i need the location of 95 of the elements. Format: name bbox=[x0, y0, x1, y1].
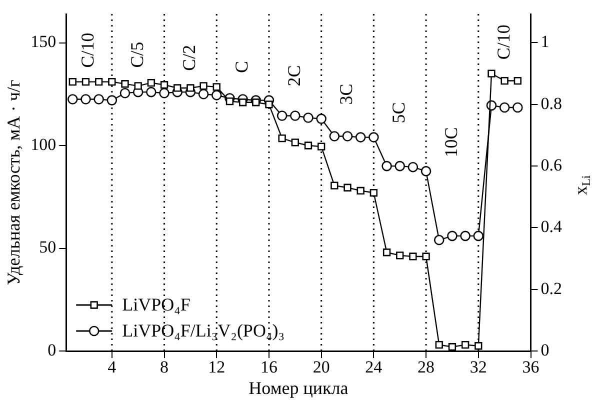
y-tick-label: 0 bbox=[48, 340, 56, 360]
point bbox=[344, 184, 352, 192]
x-tick-label: 36 bbox=[522, 358, 540, 377]
point bbox=[435, 341, 443, 349]
point bbox=[500, 76, 508, 85]
point bbox=[329, 131, 340, 142]
y-axis-title: Удельная емкость, мА · ч/г bbox=[4, 80, 24, 286]
annotation: C bbox=[232, 60, 252, 73]
point bbox=[356, 186, 364, 195]
annotation: 2C bbox=[284, 65, 304, 86]
point bbox=[304, 142, 312, 150]
point bbox=[80, 94, 91, 104]
x-tick-label: 12 bbox=[208, 358, 226, 377]
point bbox=[408, 162, 418, 172]
point bbox=[120, 88, 130, 98]
point bbox=[318, 142, 326, 150]
point bbox=[447, 230, 458, 242]
point bbox=[342, 131, 353, 142]
point bbox=[211, 90, 222, 100]
point bbox=[198, 88, 209, 100]
point bbox=[382, 160, 392, 172]
point bbox=[303, 112, 314, 123]
point bbox=[212, 83, 220, 91]
point bbox=[134, 82, 142, 90]
point bbox=[355, 132, 366, 142]
point bbox=[422, 252, 430, 260]
point bbox=[291, 138, 299, 146]
point bbox=[460, 230, 470, 242]
point bbox=[499, 102, 510, 113]
legend-label: LiVPO₄F bbox=[122, 294, 190, 315]
point bbox=[94, 94, 104, 104]
point bbox=[106, 95, 118, 106]
point bbox=[146, 86, 156, 98]
point bbox=[94, 78, 103, 86]
point bbox=[252, 98, 260, 106]
point bbox=[434, 234, 444, 246]
point bbox=[290, 110, 300, 121]
y2-axis-title: xLi bbox=[570, 174, 594, 195]
y-tick-label: 100 bbox=[30, 134, 56, 154]
point bbox=[368, 132, 379, 142]
point bbox=[316, 114, 326, 124]
x-tick-label: 16 bbox=[260, 358, 278, 377]
point bbox=[68, 78, 76, 86]
annotation: 5C bbox=[388, 102, 409, 124]
annotation: C/2 bbox=[179, 44, 200, 71]
point bbox=[121, 80, 129, 88]
x-tick-label: 28 bbox=[418, 358, 435, 377]
point bbox=[474, 342, 482, 350]
annotation: C/10 bbox=[493, 24, 514, 60]
point bbox=[67, 94, 78, 104]
x-axis-title: Номер цикла bbox=[248, 378, 348, 398]
y2-tick-label: 0.4 bbox=[540, 217, 562, 236]
point bbox=[200, 82, 208, 90]
point bbox=[82, 78, 90, 86]
point bbox=[394, 160, 406, 172]
annotation: C/10 bbox=[78, 32, 98, 68]
annotation: 10C bbox=[440, 127, 461, 158]
y2-tick-label: 0.6 bbox=[540, 155, 562, 174]
point bbox=[488, 70, 496, 78]
point bbox=[409, 252, 417, 260]
point bbox=[396, 252, 404, 260]
y-tick-label: 150 bbox=[30, 32, 56, 52]
x-tick-label: 20 bbox=[312, 358, 330, 377]
annotation: 3C bbox=[336, 84, 356, 105]
x-tick-label: 4 bbox=[108, 358, 117, 377]
point bbox=[108, 78, 116, 86]
x-tick-label: 8 bbox=[160, 358, 169, 377]
y-tick-label: 50 bbox=[39, 238, 56, 257]
point bbox=[186, 84, 194, 92]
point bbox=[512, 102, 523, 113]
point bbox=[473, 230, 484, 242]
legend-label: LiVPO₄F/Li₃V₂(PO₄)₃ bbox=[122, 320, 284, 341]
point bbox=[276, 110, 288, 121]
y2-tick-label: 0.2 bbox=[540, 278, 562, 298]
point bbox=[159, 88, 170, 98]
x-tick-label: 24 bbox=[365, 358, 383, 377]
x-tick-label: 32 bbox=[470, 358, 487, 377]
point bbox=[461, 341, 470, 349]
point bbox=[147, 79, 156, 87]
point bbox=[382, 248, 391, 256]
point bbox=[330, 182, 338, 190]
y2-tick-label: 1 bbox=[540, 32, 550, 52]
point bbox=[174, 84, 182, 92]
point bbox=[370, 188, 378, 197]
point bbox=[420, 166, 432, 176]
y2-tick-label: 0.8 bbox=[540, 94, 562, 113]
point bbox=[238, 98, 247, 106]
point bbox=[278, 134, 286, 142]
point bbox=[160, 81, 168, 89]
point bbox=[265, 100, 273, 108]
point bbox=[448, 343, 456, 351]
point bbox=[514, 76, 522, 85]
annotation: C/5 bbox=[126, 42, 147, 68]
point bbox=[226, 98, 234, 106]
y2-tick-label: 0 bbox=[540, 340, 550, 360]
